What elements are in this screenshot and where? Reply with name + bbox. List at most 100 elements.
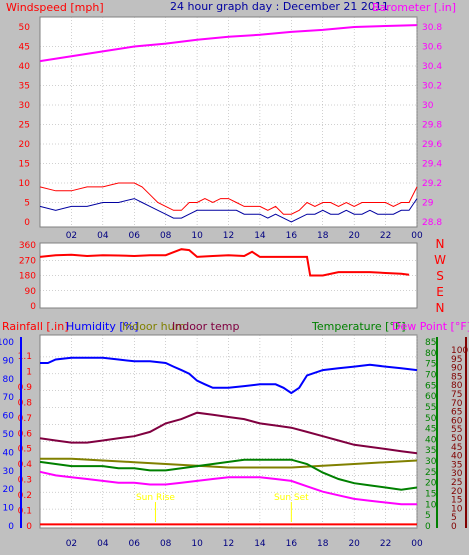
barometer-series xyxy=(39,24,418,63)
hour-tick-label: 10 xyxy=(191,539,203,549)
axis-tick-label: 0 xyxy=(30,302,36,312)
compass-tick-label: W xyxy=(434,253,446,267)
axis-tick-label: 30 xyxy=(3,467,15,477)
axis-tick-label: 0.8 xyxy=(18,398,33,408)
axis-tick-label: 20 xyxy=(3,485,15,495)
indoor-humidity-label: Indoor hum xyxy=(122,320,185,333)
axis-tick-label: 20 xyxy=(425,479,437,489)
axis-tick-label: 45 xyxy=(19,43,30,53)
hour-tick-label: 18 xyxy=(317,539,329,549)
axis-tick-label: 50 xyxy=(425,414,437,424)
temperature-series xyxy=(39,458,418,491)
axis-tick-label: 90 xyxy=(3,356,15,366)
axis-tick-label: 25 xyxy=(425,468,436,478)
axis-tick-label: 30 xyxy=(422,101,434,111)
hour-tick-label: 02 xyxy=(66,231,77,241)
axis-tick-label: 15 xyxy=(451,496,462,506)
hour-tick-label: 14 xyxy=(254,539,266,549)
dew-point-ticks: 1009590858075706560555045403530252015105… xyxy=(451,346,468,532)
axis-tick-label: 40 xyxy=(425,435,437,445)
axis-tick-label: 100 xyxy=(451,346,468,356)
axis-tick-label: 85 xyxy=(425,338,436,348)
wind-direction-series xyxy=(39,248,410,277)
hour-tick-label: 22 xyxy=(380,231,391,241)
axis-tick-label: 270 xyxy=(19,256,36,266)
sun-event-label: Sun Rise xyxy=(136,493,175,503)
axis-tick-label: 5 xyxy=(451,513,457,523)
top-panel-hour-ticks: 02 04 06 08 10 12 14 16 18 20 22 00 xyxy=(66,231,423,241)
barometer-axis-label: Barometer [.in] xyxy=(372,1,456,14)
axis-tick-label: 35 xyxy=(19,82,30,92)
axis-tick-label: 70 xyxy=(451,399,463,409)
hour-tick-label: 04 xyxy=(97,539,109,549)
axis-tick-label: 60 xyxy=(425,392,437,402)
axis-tick-label: 75 xyxy=(451,390,462,400)
axis-tick-label: 10 xyxy=(3,504,15,514)
axis-tick-label: 30.6 xyxy=(422,43,442,53)
axis-tick-label: 0.4 xyxy=(18,460,33,470)
axis-tick-label: 30 xyxy=(19,101,31,111)
axis-tick-label: 70 xyxy=(425,370,437,380)
wind-gust-series xyxy=(39,182,418,215)
bottom-panel-hour-ticks: 02 04 06 08 10 12 14 16 18 20 22 00 xyxy=(66,539,423,549)
hour-tick-label: 06 xyxy=(129,539,141,549)
indoor-humidity-series xyxy=(40,457,418,469)
axis-tick-label: 25 xyxy=(451,478,462,488)
rainfall-ticks: 1.1 1 0.9 0.8 0.7 0.6 0.5 0.4 0.3 0.2 0.1 0 xyxy=(18,352,33,532)
axis-tick-label: 10 xyxy=(425,500,437,510)
axis-tick-label: 1 xyxy=(26,367,32,377)
axis-tick-label: 30.2 xyxy=(422,82,442,92)
axis-tick-label: 90 xyxy=(25,287,37,297)
axis-tick-label: 80 xyxy=(3,375,15,385)
indoor-temp-series xyxy=(39,411,418,455)
hour-tick-label: 16 xyxy=(286,231,298,241)
wind-average-series xyxy=(39,198,418,223)
axis-tick-label: 30.8 xyxy=(422,23,442,33)
axis-tick-label: 360 xyxy=(19,241,36,251)
hour-tick-label: 06 xyxy=(129,231,141,241)
axis-tick-label: 28.8 xyxy=(422,218,442,228)
axis-tick-label: 70 xyxy=(3,393,15,403)
axis-tick-label: 0 xyxy=(451,522,457,532)
dew-point-series xyxy=(39,470,417,506)
axis-tick-label: 29.2 xyxy=(422,179,442,189)
axis-tick-label: 0.7 xyxy=(18,414,32,424)
axis-tick-label: 60 xyxy=(3,412,15,422)
axis-tick-label: 50 xyxy=(19,23,31,33)
humidity-series xyxy=(40,356,418,395)
axis-tick-label: 0.1 xyxy=(18,507,32,517)
axis-tick-label: 95 xyxy=(451,355,462,365)
humidity-axis-label: Humidity [%] xyxy=(66,320,138,333)
indoor-temp-label: Indoor temp xyxy=(172,320,239,333)
axis-tick-label: 25 xyxy=(19,121,30,131)
axis-tick-label: 0 xyxy=(8,522,14,532)
axis-tick-label: 29 xyxy=(422,199,434,209)
axis-tick-label: 55 xyxy=(425,403,436,413)
top-panel-grid xyxy=(40,17,418,227)
sun-event-label: Sun Set xyxy=(274,493,309,503)
axis-tick-label: 35 xyxy=(425,446,436,456)
axis-tick-label: 5 xyxy=(425,511,431,521)
axis-tick-label: 1.1 xyxy=(18,352,32,362)
axis-tick-label: 40 xyxy=(451,452,463,462)
axis-tick-label: 50 xyxy=(3,430,15,440)
temperature-axis-label: Temperature [°F] xyxy=(311,320,406,333)
dew-point-axis-label: Dew Point [°F] xyxy=(392,320,469,333)
sun-events: Sun Rise Sun Set xyxy=(136,493,309,522)
axis-tick-label: 5 xyxy=(24,199,30,209)
hour-tick-label: 18 xyxy=(317,231,329,241)
direction-degree-ticks: 360 270 180 90 0 xyxy=(19,241,36,312)
axis-tick-label: 45 xyxy=(425,425,436,435)
axis-tick-label: 0.2 xyxy=(18,491,32,501)
axis-tick-label: 30.4 xyxy=(422,62,442,72)
graph-title: 24 hour graph day : December 21 2011 xyxy=(170,0,389,13)
axis-tick-label: 30 xyxy=(451,469,463,479)
barometer-ticks: 30.8 30.6 30.4 30.2 30 29.8 29.6 29.4 29.2 29 28.8 xyxy=(422,23,442,228)
axis-tick-label: 0.3 xyxy=(18,476,32,486)
axis-tick-label: 0.6 xyxy=(18,429,33,439)
hour-tick-label: 02 xyxy=(66,539,77,549)
axis-tick-label: 29.4 xyxy=(422,160,442,170)
